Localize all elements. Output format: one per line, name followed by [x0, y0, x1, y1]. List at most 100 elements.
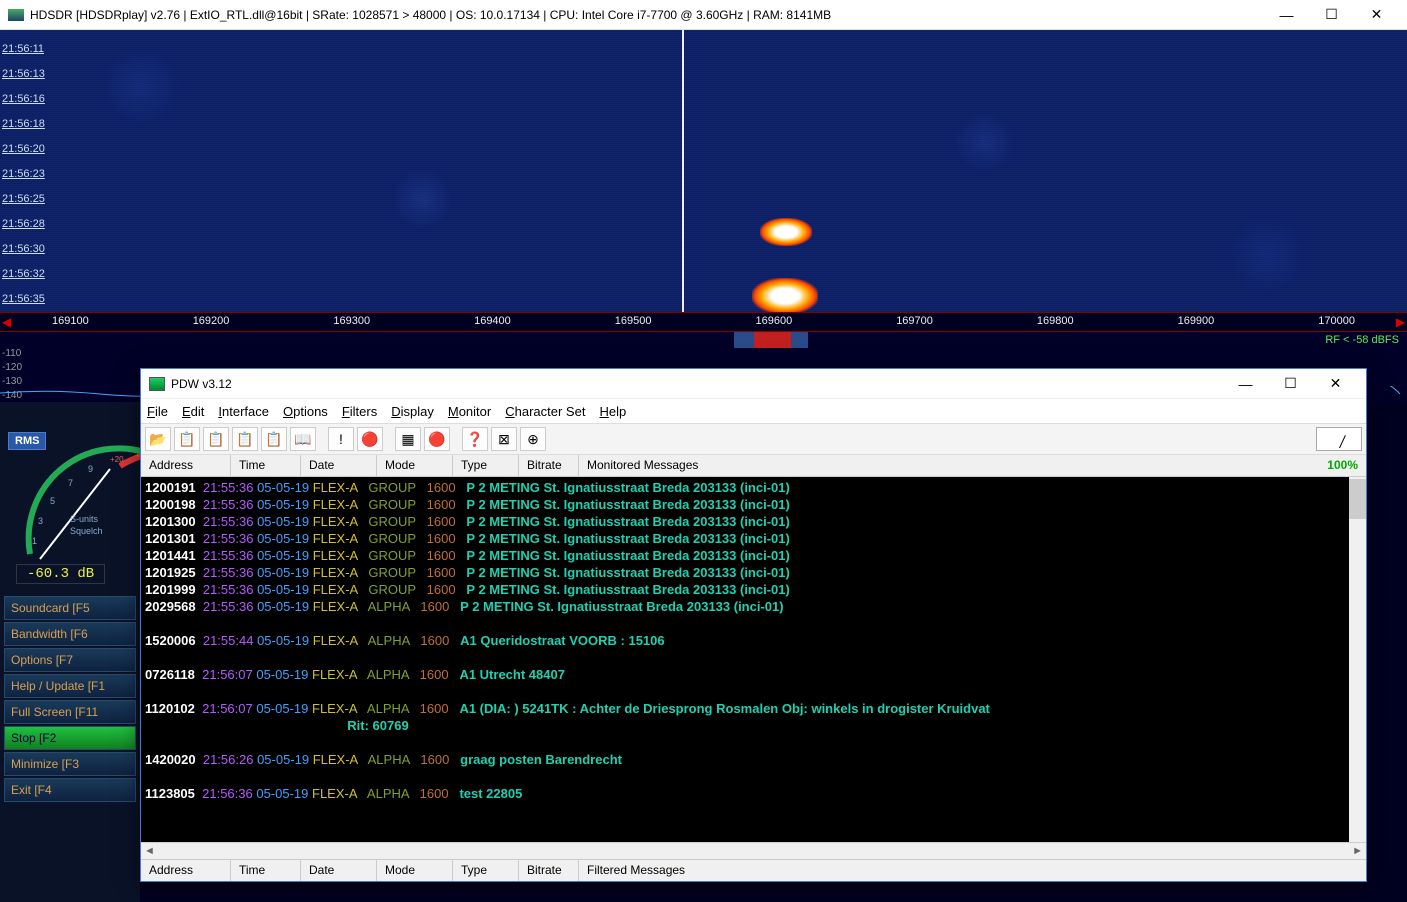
minimize-button[interactable]: —	[1264, 1, 1309, 29]
toolbar-button[interactable]: 📋	[203, 427, 229, 451]
pdw-titlebar[interactable]: PDW v3.12 — ☐ ✕	[141, 369, 1366, 399]
toolbar-button[interactable]: ▦	[395, 427, 421, 451]
toolbar-button[interactable]: ❓	[462, 427, 488, 451]
col-date[interactable]: Date	[301, 455, 377, 476]
pdw-title: PDW v3.12	[171, 377, 1223, 391]
message-row[interactable]: 1201441 21:55:36 05-05-19 FLEX-A GROUP 1…	[145, 547, 1362, 564]
pdw-minimize-button[interactable]: —	[1223, 370, 1268, 398]
close-button[interactable]: ✕	[1354, 1, 1399, 29]
svg-text:3: 3	[38, 516, 43, 526]
toolbar-button[interactable]: 📖	[290, 427, 316, 451]
toolbar-button[interactable]: 📋	[261, 427, 287, 451]
message-row[interactable]	[145, 649, 1362, 666]
hdsdr-button[interactable]: Help / Update [F1	[4, 674, 136, 698]
fcol-date[interactable]: Date	[301, 860, 377, 881]
freq-tick: 169800	[1037, 315, 1074, 327]
svg-text:S-units: S-units	[70, 514, 99, 524]
pdw-message-list[interactable]: 1200191 21:55:36 05-05-19 FLEX-A GROUP 1…	[141, 477, 1366, 842]
menu-interface[interactable]: Interface	[218, 404, 269, 419]
toolbar-button[interactable]: 🔴	[357, 427, 383, 451]
fcol-type[interactable]: Type	[453, 860, 519, 881]
menu-help[interactable]: Help	[599, 404, 626, 419]
hdsdr-title: HDSDR [HDSDRplay] v2.76 | ExtIO_RTL.dll@…	[30, 8, 1264, 22]
message-row[interactable]: Rit: 60769	[145, 717, 1362, 734]
pdw-close-button[interactable]: ✕	[1313, 370, 1358, 398]
menu-edit[interactable]: Edit	[182, 404, 204, 419]
hdsdr-button[interactable]: Exit [F4	[4, 778, 136, 802]
menu-filters[interactable]: Filters	[342, 404, 377, 419]
freq-tick: 169600	[755, 315, 792, 327]
col-address[interactable]: Address	[141, 455, 231, 476]
frequency-scale[interactable]: ◀ 16910016920016930016940016950016960016…	[0, 312, 1407, 332]
hdsdr-button[interactable]: Options [F7	[4, 648, 136, 672]
toolbar-button[interactable]: ⊠	[491, 427, 517, 451]
message-row[interactable]	[145, 683, 1362, 700]
waterfall-timestamp: 21:56:23	[2, 168, 45, 180]
message-row[interactable]: 1120102 21:56:07 05-05-19 FLEX-A ALPHA 1…	[145, 700, 1362, 717]
fcol-bitrate[interactable]: Bitrate	[519, 860, 579, 881]
menu-character set[interactable]: Character Set	[505, 404, 585, 419]
message-row[interactable]: 1201301 21:55:36 05-05-19 FLEX-A GROUP 1…	[145, 530, 1362, 547]
scroll-left-icon[interactable]: ◀	[2, 315, 11, 329]
toolbar-button[interactable]: 📋	[232, 427, 258, 451]
pdw-vscrollbar[interactable]	[1349, 477, 1366, 842]
message-row[interactable]: 1200191 21:55:36 05-05-19 FLEX-A GROUP 1…	[145, 479, 1362, 496]
toolbar-button[interactable]: 🔴	[424, 427, 450, 451]
message-row[interactable]: 1420020 21:56:26 05-05-19 FLEX-A ALPHA 1…	[145, 751, 1362, 768]
menu-file[interactable]: File	[147, 404, 168, 419]
hdsdr-button[interactable]: Soundcard [F5	[4, 596, 136, 620]
fcol-time[interactable]: Time	[231, 860, 301, 881]
svg-text:7: 7	[68, 478, 73, 488]
hdsdr-button[interactable]: Full Screen [F11	[4, 700, 136, 724]
pdw-hscrollbar[interactable]: ◄ ►	[141, 842, 1366, 859]
freq-tick: 169900	[1178, 315, 1215, 327]
freq-tick: 169500	[615, 315, 652, 327]
toolbar-button[interactable]: !	[328, 427, 354, 451]
col-mode[interactable]: Mode	[377, 455, 453, 476]
pdw-maximize-button[interactable]: ☐	[1268, 370, 1313, 398]
passband-center[interactable]	[754, 332, 791, 348]
hdsdr-app-icon	[8, 9, 24, 21]
pdw-vscroll-thumb[interactable]	[1349, 479, 1366, 519]
hdsdr-button[interactable]: Minimize [F3	[4, 752, 136, 776]
col-bitrate[interactable]: Bitrate	[519, 455, 579, 476]
hdsdr-button[interactable]: Stop [F2	[4, 726, 136, 750]
freq-tick: 169400	[474, 315, 511, 327]
message-row[interactable]	[145, 768, 1362, 785]
message-row[interactable]: 1200198 21:55:36 05-05-19 FLEX-A GROUP 1…	[145, 496, 1362, 513]
message-row[interactable]: 2029568 21:55:36 05-05-19 FLEX-A ALPHA 1…	[145, 598, 1362, 615]
message-row[interactable]	[145, 734, 1362, 751]
tuning-line[interactable]	[682, 30, 684, 312]
menu-options[interactable]: Options	[283, 404, 328, 419]
s-meter: RMS 1 3 5 7 9 +20 +40 S-units Squelch -6…	[0, 402, 140, 582]
message-row[interactable]: 1201300 21:55:36 05-05-19 FLEX-A GROUP 1…	[145, 513, 1362, 530]
hdsdr-button[interactable]: Bandwidth [F6	[4, 622, 136, 646]
freq-tick: 169700	[896, 315, 933, 327]
waterfall-timestamp: 21:56:13	[2, 68, 45, 80]
message-row[interactable]: 1201925 21:55:36 05-05-19 FLEX-A GROUP 1…	[145, 564, 1362, 581]
signal-burst	[752, 278, 818, 312]
col-messages[interactable]: Monitored Messages 100%	[579, 455, 1366, 476]
fcol-address[interactable]: Address	[141, 860, 231, 881]
scroll-right-icon[interactable]: ▶	[1396, 315, 1405, 329]
fcol-mode[interactable]: Mode	[377, 860, 453, 881]
waterfall-display[interactable]: 21:56:1121:56:1321:56:1621:56:1821:56:20…	[0, 30, 1407, 312]
menu-display[interactable]: Display	[391, 404, 434, 419]
message-row[interactable]: 1520006 21:55:44 05-05-19 FLEX-A ALPHA 1…	[145, 632, 1362, 649]
toolbar-button[interactable]: 📂	[145, 427, 171, 451]
waterfall-timestamp: 21:56:20	[2, 143, 45, 155]
col-time[interactable]: Time	[231, 455, 301, 476]
hscroll-right-icon[interactable]: ►	[1352, 845, 1363, 857]
message-row[interactable]	[145, 615, 1362, 632]
menu-monitor[interactable]: Monitor	[448, 404, 491, 419]
maximize-button[interactable]: ☐	[1309, 1, 1354, 29]
col-type[interactable]: Type	[453, 455, 519, 476]
message-row[interactable]: 0726118 21:56:07 05-05-19 FLEX-A ALPHA 1…	[145, 666, 1362, 683]
fcol-messages[interactable]: Filtered Messages	[579, 860, 1366, 881]
rf-level-text: RF < -58 dBFS	[1325, 334, 1399, 346]
toolbar-button[interactable]: ⊕	[520, 427, 546, 451]
message-row[interactable]: 1123805 21:56:36 05-05-19 FLEX-A ALPHA 1…	[145, 785, 1362, 802]
hscroll-left-icon[interactable]: ◄	[144, 845, 155, 857]
toolbar-button[interactable]: 📋	[174, 427, 200, 451]
message-row[interactable]: 1201999 21:55:36 05-05-19 FLEX-A GROUP 1…	[145, 581, 1362, 598]
